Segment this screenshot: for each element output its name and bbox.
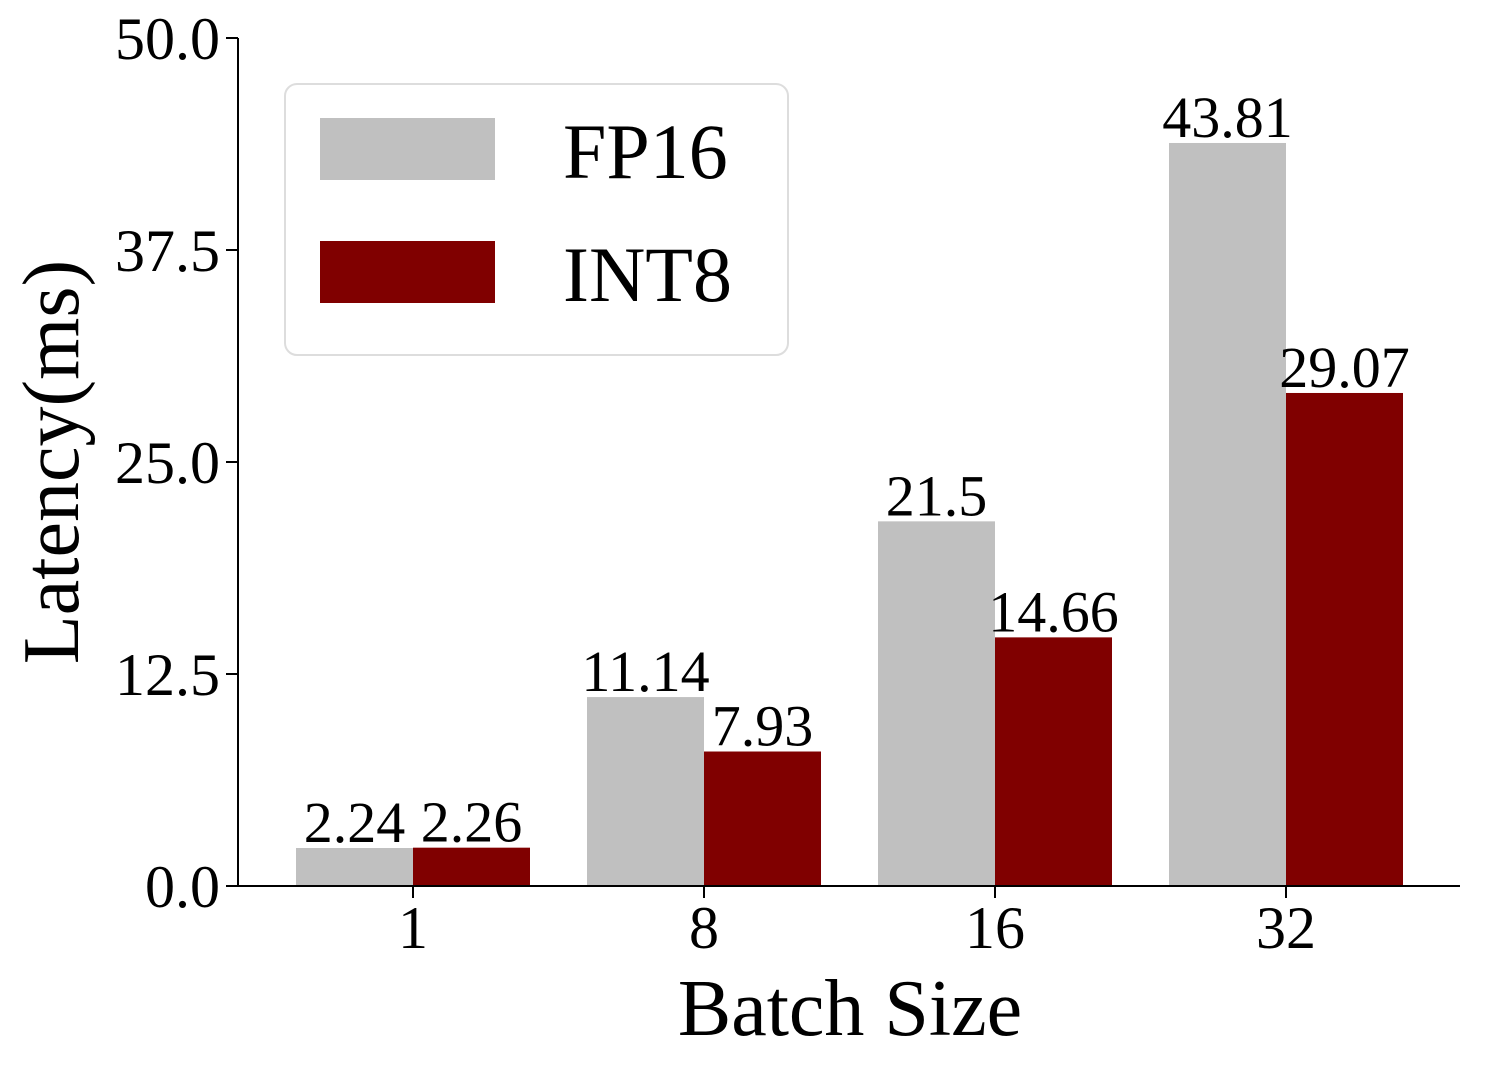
legend-swatch [320,118,495,180]
data-label: 14.66 [988,579,1119,644]
data-label: 29.07 [1279,335,1410,400]
y-tick-label: 37.5 [115,218,220,284]
x-tick-label: 1 [398,895,428,961]
bar [1286,392,1403,886]
legend-label: FP16 [563,108,728,195]
y-tick-label: 25.0 [115,430,220,496]
data-label: 11.14 [581,639,709,704]
data-label: 2.26 [421,790,523,855]
bar [413,847,530,886]
legend-label: INT8 [563,231,732,318]
y-tick-label: 12.5 [115,642,220,708]
data-label: 2.24 [304,790,406,855]
y-tick-label: 0.0 [145,854,220,920]
bar [587,697,704,886]
legend-swatch [320,241,495,303]
bar [995,637,1112,886]
data-label: 43.81 [1162,85,1293,150]
y-tick-label: 50.0 [115,6,220,72]
x-tick-label: 32 [1256,895,1316,961]
x-axis-label: Batch Size [678,965,1022,1053]
data-label: 21.5 [886,463,988,528]
y-axis-label: Latency(ms) [8,260,96,664]
x-tick-label: 16 [965,895,1025,961]
bar [878,521,995,886]
bar [296,848,413,886]
bar [704,751,821,886]
data-label: 7.93 [712,694,814,759]
bar [1169,142,1286,886]
x-tick-label: 8 [689,895,719,961]
